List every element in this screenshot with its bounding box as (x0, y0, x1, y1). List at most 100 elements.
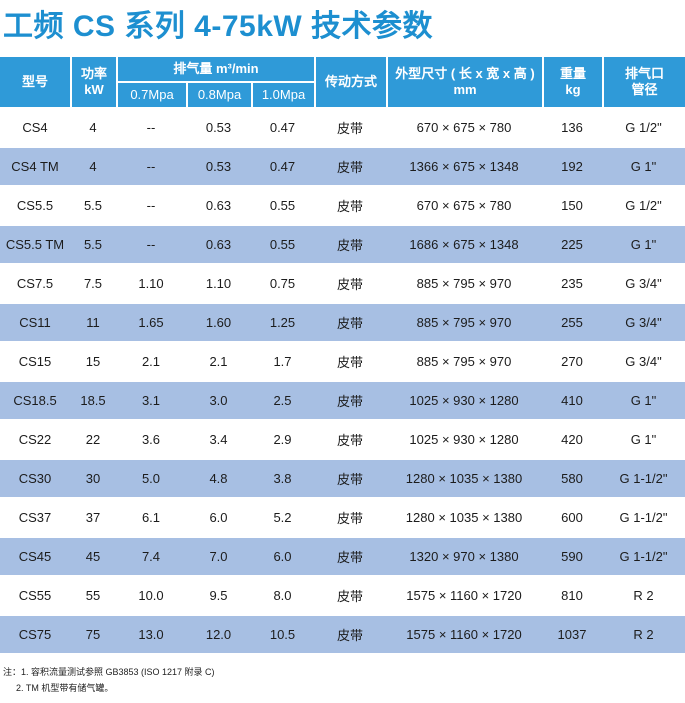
cell-drive: 皮带 (314, 538, 386, 577)
cell-dim: 885 × 795 × 970 (386, 343, 542, 382)
cell-weight: 420 (542, 421, 602, 460)
cell-model: CS11 (0, 304, 70, 343)
cell-drive: 皮带 (314, 109, 386, 148)
cell-outlet: G 3/4" (602, 343, 685, 382)
cell-model: CS75 (0, 616, 70, 655)
cell-power: 18.5 (70, 382, 116, 421)
cell-dim: 670 × 675 × 780 (386, 109, 542, 148)
table-row: CS4 TM 4 -- 0.53 0.47 皮带 1366 × 675 × 1348 192 G… (0, 148, 685, 187)
header-power: 功率 kW (70, 57, 116, 109)
cell-f08: 4.8 (186, 460, 251, 499)
cell-f08: 1.60 (186, 304, 251, 343)
cell-model: CS15 (0, 343, 70, 382)
footnote-1: 注：1. 容积流量测试参照 GB3853 (ISO 1217 附录 C) (3, 667, 215, 677)
cell-power: 11 (70, 304, 116, 343)
cell-power: 45 (70, 538, 116, 577)
cell-f08: 3.0 (186, 382, 251, 421)
cell-f07: -- (116, 148, 186, 187)
cell-drive: 皮带 (314, 499, 386, 538)
cell-f08: 2.1 (186, 343, 251, 382)
cell-outlet: R 2 (602, 577, 685, 616)
cell-f08: 7.0 (186, 538, 251, 577)
table-row: CS18.5 18.5 3.1 3.0 2.5 皮带 1025 × 930 × 1280 41… (0, 382, 685, 421)
table-row: CS75 75 13.0 12.0 10.5 皮带 1575 × 1160 × 1720 10… (0, 616, 685, 655)
cell-f08: 0.53 (186, 109, 251, 148)
header-flow-07: 0.7Mpa (116, 83, 186, 109)
cell-power: 22 (70, 421, 116, 460)
header-power-label: 功率 (80, 66, 107, 81)
table-row: CS11 11 1.65 1.60 1.25 皮带 885 × 795 × 970 255 G … (0, 304, 685, 343)
header-outlet: 排气口 管径 (602, 57, 685, 109)
cell-f10: 2.5 (251, 382, 314, 421)
cell-weight: 1037 (542, 616, 602, 655)
cell-weight: 150 (542, 187, 602, 226)
cell-model: CS22 (0, 421, 70, 460)
cell-f10: 0.55 (251, 187, 314, 226)
cell-f10: 8.0 (251, 577, 314, 616)
cell-f08: 0.63 (186, 187, 251, 226)
cell-f07: 1.65 (116, 304, 186, 343)
header-flow: 排气量 m³/min (116, 57, 314, 83)
cell-weight: 270 (542, 343, 602, 382)
cell-outlet: G 3/4" (602, 304, 685, 343)
header-outlet-label: 排气口 (624, 66, 664, 81)
cell-power: 37 (70, 499, 116, 538)
table-row: CS15 15 2.1 2.1 1.7 皮带 885 × 795 × 970 270 G 3/4… (0, 343, 685, 382)
cell-weight: 600 (542, 499, 602, 538)
cell-model: CS45 (0, 538, 70, 577)
cell-f10: 0.75 (251, 265, 314, 304)
cell-drive: 皮带 (314, 265, 386, 304)
cell-dim: 1686 × 675 × 1348 (386, 226, 542, 265)
cell-dim: 670 × 675 × 780 (386, 187, 542, 226)
cell-power: 15 (70, 343, 116, 382)
cell-weight: 410 (542, 382, 602, 421)
cell-power: 55 (70, 577, 116, 616)
cell-power: 5.5 (70, 226, 116, 265)
header-flow-08: 0.8Mpa (186, 83, 251, 109)
cell-drive: 皮带 (314, 616, 386, 655)
cell-f07: -- (116, 226, 186, 265)
cell-outlet: G 1" (602, 148, 685, 187)
cell-dim: 1025 × 930 × 1280 (386, 382, 542, 421)
cell-outlet: G 1" (602, 421, 685, 460)
cell-f08: 0.63 (186, 226, 251, 265)
cell-model: CS30 (0, 460, 70, 499)
cell-outlet: G 3/4" (602, 265, 685, 304)
cell-outlet: R 2 (602, 616, 685, 655)
header-weight-label: 重量 (559, 66, 586, 81)
cell-f07: 6.1 (116, 499, 186, 538)
cell-weight: 590 (542, 538, 602, 577)
cell-f08: 9.5 (186, 577, 251, 616)
header-weight: 重量 kg (542, 57, 602, 109)
cell-f07: 13.0 (116, 616, 186, 655)
table-row: CS22 22 3.6 3.4 2.9 皮带 1025 × 930 × 1280 420 G 1… (0, 421, 685, 460)
cell-dim: 1280 × 1035 × 1380 (386, 460, 542, 499)
cell-f08: 1.10 (186, 265, 251, 304)
header-flow-10: 1.0Mpa (251, 83, 314, 109)
cell-dim: 1320 × 970 × 1380 (386, 538, 542, 577)
header-dimensions-label: 外型尺寸 ( 长 x 宽 x 高 ) (395, 66, 535, 81)
cell-weight: 810 (542, 577, 602, 616)
cell-f07: 2.1 (116, 343, 186, 382)
cell-weight: 255 (542, 304, 602, 343)
cell-f10: 5.2 (251, 499, 314, 538)
cell-f08: 12.0 (186, 616, 251, 655)
header-outlet-unit: 管径 (631, 82, 658, 97)
cell-drive: 皮带 (314, 421, 386, 460)
cell-dim: 1280 × 1035 × 1380 (386, 499, 542, 538)
cell-outlet: G 1-1/2" (602, 538, 685, 577)
cell-f07: 5.0 (116, 460, 186, 499)
cell-dim: 1575 × 1160 × 1720 (386, 577, 542, 616)
cell-dim: 1366 × 675 × 1348 (386, 148, 542, 187)
cell-drive: 皮带 (314, 148, 386, 187)
cell-model: CS18.5 (0, 382, 70, 421)
cell-model: CS4 (0, 109, 70, 148)
header-dimensions: 外型尺寸 ( 长 x 宽 x 高 ) mm (386, 57, 542, 109)
cell-drive: 皮带 (314, 460, 386, 499)
cell-f10: 0.55 (251, 226, 314, 265)
spec-table: 型号 功率 kW 排气量 m³/min 传动方式 外型尺寸 ( 长 x 宽 x … (0, 57, 685, 655)
cell-f07: -- (116, 187, 186, 226)
cell-model: CS37 (0, 499, 70, 538)
cell-drive: 皮带 (314, 187, 386, 226)
cell-outlet: G 1" (602, 382, 685, 421)
